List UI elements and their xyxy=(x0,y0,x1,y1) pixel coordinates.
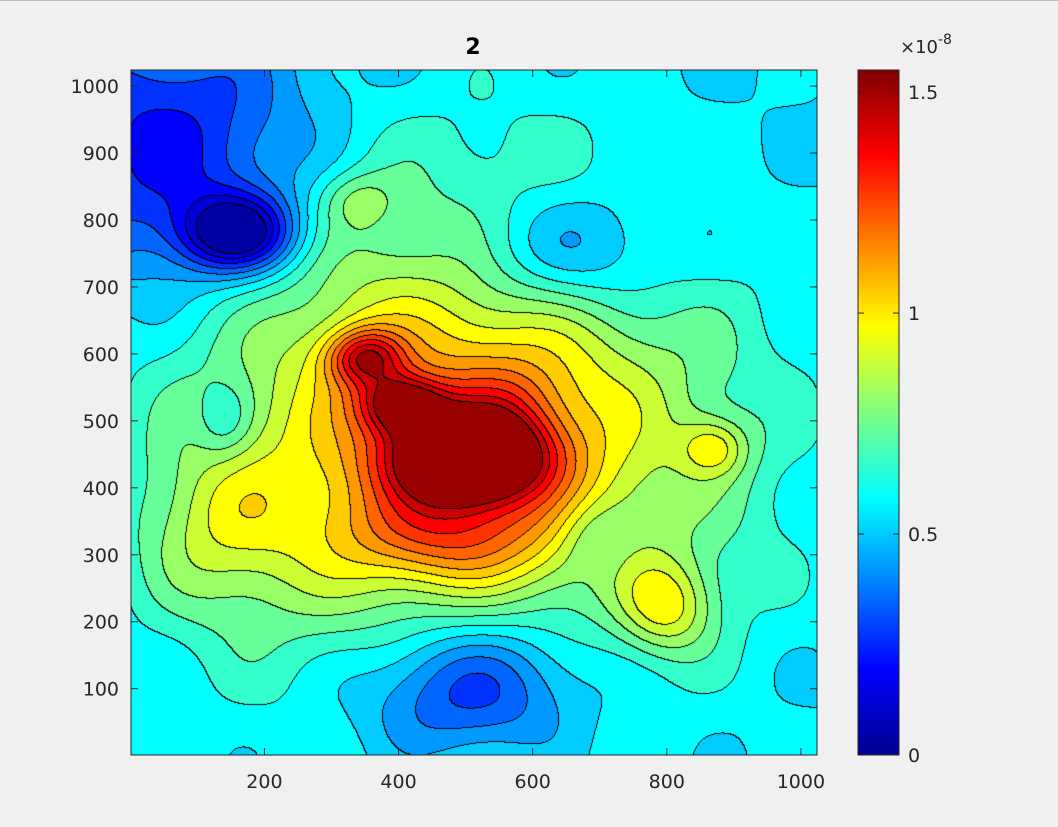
colorbar-tick-label: 0 xyxy=(908,745,920,767)
colorbar-tick-label: 1 xyxy=(908,303,920,325)
colorbar-exponent: ×10-8 xyxy=(900,32,952,58)
plot-area xyxy=(130,69,818,756)
x-axis: 200 400 600 800 1000 xyxy=(246,70,825,793)
y-tick-label: 600 xyxy=(83,344,119,366)
colorbar-gradient xyxy=(858,70,899,755)
colorbar-tick-label: 0.5 xyxy=(908,524,938,546)
y-tick-label: 1000 xyxy=(71,76,119,98)
plot-frame xyxy=(130,69,818,756)
x-tick-label: 400 xyxy=(380,771,416,793)
x-tick-label: 600 xyxy=(515,771,551,793)
y-tick-label: 400 xyxy=(83,478,119,500)
y-tick-label: 700 xyxy=(83,277,119,299)
y-axis: 100 200 300 400 500 600 700 800 900 1000 xyxy=(71,76,817,701)
contour-surface xyxy=(131,70,817,755)
chart-title: 2 xyxy=(465,35,480,60)
x-tick-label: 1000 xyxy=(777,771,825,793)
y-tick-label: 500 xyxy=(83,411,119,433)
colorbar-frame xyxy=(857,69,900,756)
x-tick-label: 800 xyxy=(649,771,685,793)
y-tick-label: 900 xyxy=(83,143,119,165)
y-tick-label: 200 xyxy=(83,612,119,634)
y-tick-label: 100 xyxy=(83,679,119,701)
colorbar: 0 0.5 1 1.5 ×10-8 xyxy=(857,32,952,767)
colorbar-tick-label: 1.5 xyxy=(908,82,938,104)
x-tick-label: 200 xyxy=(246,771,282,793)
y-tick-label: 800 xyxy=(83,210,119,232)
y-tick-label: 300 xyxy=(83,545,119,567)
